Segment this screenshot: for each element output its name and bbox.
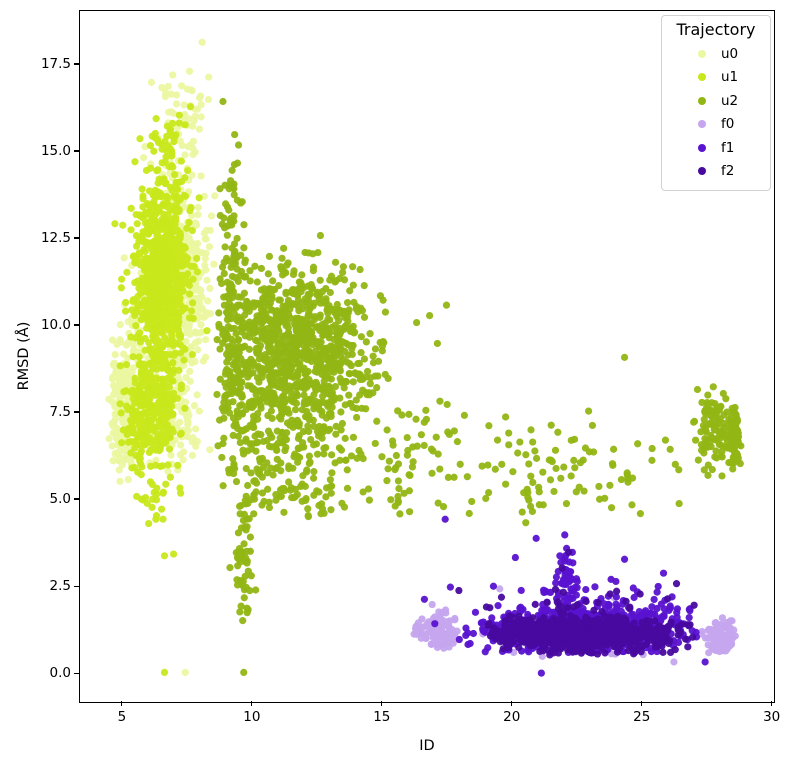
legend-marker-f1-icon xyxy=(698,143,706,152)
x-tick-mark-20 xyxy=(511,701,513,706)
legend: Trajectory u0 u1 u2 f0 f1 f2 xyxy=(661,15,771,191)
y-tick-mark-12.5 xyxy=(74,237,79,239)
y-tick-mark-5.0 xyxy=(74,498,79,500)
y-axis-label: RMSD (Å) xyxy=(16,321,32,391)
x-axis-label: ID xyxy=(419,738,435,754)
legend-label-u0: u0 xyxy=(721,45,739,62)
legend-item-f1: f1 xyxy=(662,136,770,160)
y-tick-mark-0.0 xyxy=(74,672,79,674)
x-tick-label-25: 25 xyxy=(633,709,651,725)
y-tick-label-7.5: 7.5 xyxy=(49,404,71,421)
legend-label-f1: f1 xyxy=(721,139,735,156)
legend-marker-u1-icon xyxy=(698,73,706,82)
y-tick-mark-17.5 xyxy=(74,63,79,65)
y-tick-label-5.0: 5.0 xyxy=(49,491,71,508)
legend-label-u2: u2 xyxy=(721,92,739,109)
legend-marker-f2-icon xyxy=(698,167,706,176)
x-tick-label-30: 30 xyxy=(763,709,781,725)
y-tick-label-17.5: 17.5 xyxy=(40,55,71,72)
legend-label-f2: f2 xyxy=(721,163,735,180)
y-tick-mark-10.0 xyxy=(74,324,79,326)
x-tick-mark-5 xyxy=(121,701,123,706)
legend-item-u2: u2 xyxy=(662,89,770,113)
legend-item-u1: u1 xyxy=(662,66,770,90)
scatter-points-canvas xyxy=(80,11,774,702)
x-tick-mark-30 xyxy=(771,701,773,706)
y-tick-label-12.5: 12.5 xyxy=(40,230,71,246)
y-tick-mark-2.5 xyxy=(74,585,79,587)
plot-area xyxy=(79,10,775,703)
legend-marker-f0-icon xyxy=(698,120,706,129)
legend-marker-u0-icon xyxy=(698,49,706,58)
legend-item-u0: u0 xyxy=(662,42,770,66)
legend-label-f0: f0 xyxy=(721,116,735,133)
y-tick-label-15.0: 15.0 xyxy=(40,142,71,159)
y-tick-label-0.0: 0.0 xyxy=(49,665,71,682)
x-tick-label-5: 5 xyxy=(117,709,127,725)
legend-title: Trajectory xyxy=(676,20,756,39)
legend-item-f0: f0 xyxy=(662,113,770,137)
x-tick-mark-15 xyxy=(381,701,383,706)
x-tick-label-10: 10 xyxy=(243,709,261,725)
legend-marker-u2-icon xyxy=(698,96,706,105)
legend-items: u0 u1 u2 f0 f1 f2 xyxy=(662,42,770,183)
legend-label-u1: u1 xyxy=(721,69,739,86)
x-tick-label-20: 20 xyxy=(503,709,521,725)
y-tick-label-2.5: 2.5 xyxy=(49,578,71,595)
legend-item-f2: f2 xyxy=(662,160,770,184)
x-tick-mark-25 xyxy=(641,701,643,706)
y-tick-label-10.0: 10.0 xyxy=(40,317,71,334)
y-tick-mark-7.5 xyxy=(74,411,79,413)
x-tick-label-15: 15 xyxy=(373,709,391,725)
y-tick-mark-15.0 xyxy=(74,150,79,152)
x-tick-mark-10 xyxy=(251,701,253,706)
